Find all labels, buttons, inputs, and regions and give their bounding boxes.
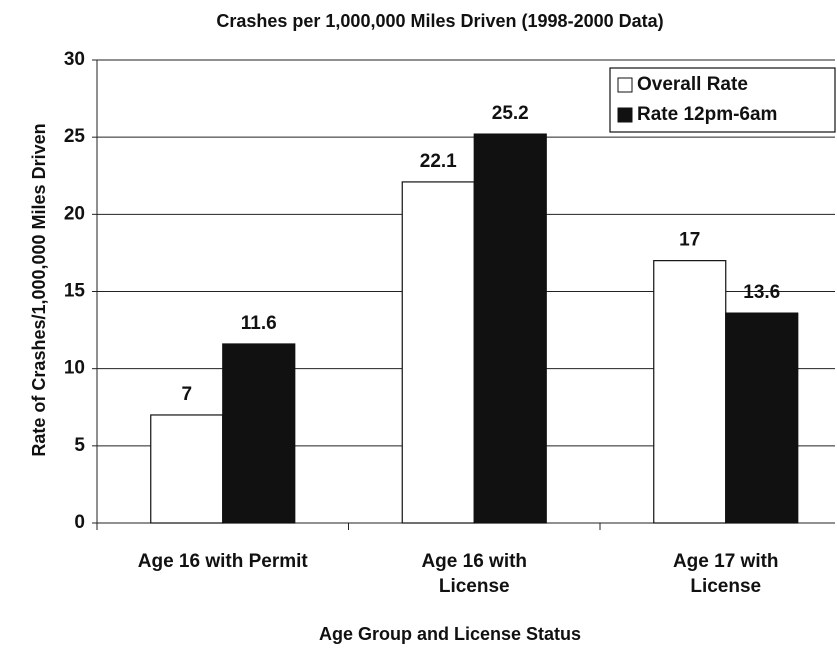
data-label: 22.1	[420, 151, 457, 172]
legend-label: Rate 12pm-6am	[637, 104, 777, 125]
bar	[725, 312, 799, 524]
bar	[401, 181, 475, 524]
y-tick-label: 20	[64, 203, 85, 224]
bar	[473, 133, 547, 524]
chart-title: Crashes per 1,000,000 Miles Driven (1998…	[216, 11, 663, 31]
data-label: 11.6	[241, 313, 277, 334]
y-tick-label: 30	[64, 49, 85, 70]
data-label: 25.2	[492, 103, 529, 124]
y-tick-label: 15	[64, 281, 86, 302]
legend-box	[609, 67, 836, 133]
y-tick-label: 5	[74, 435, 85, 456]
legend-label: Overall Rate	[637, 74, 748, 95]
bar	[222, 343, 296, 524]
y-tick-label: 25	[64, 126, 86, 147]
legend-swatch	[617, 107, 633, 123]
x-tick-label: Age 16 with License	[421, 551, 528, 597]
x-axis-label: Age Group and License Status	[319, 624, 581, 644]
y-tick-label: 10	[64, 358, 85, 379]
data-label: 7	[181, 384, 192, 405]
x-tick-label: Age 16 with Permit	[137, 551, 308, 572]
x-tick-label: Age 17 with License	[672, 551, 779, 597]
y-tick-label: 0	[74, 512, 85, 533]
data-label: 17	[679, 230, 700, 251]
legend-swatch	[617, 77, 633, 93]
bar	[653, 260, 727, 524]
data-label: 13.6	[743, 282, 780, 303]
y-axis-label: Rate of Crashes/1,000,000 Miles Driven	[29, 123, 49, 456]
bar	[150, 414, 224, 524]
